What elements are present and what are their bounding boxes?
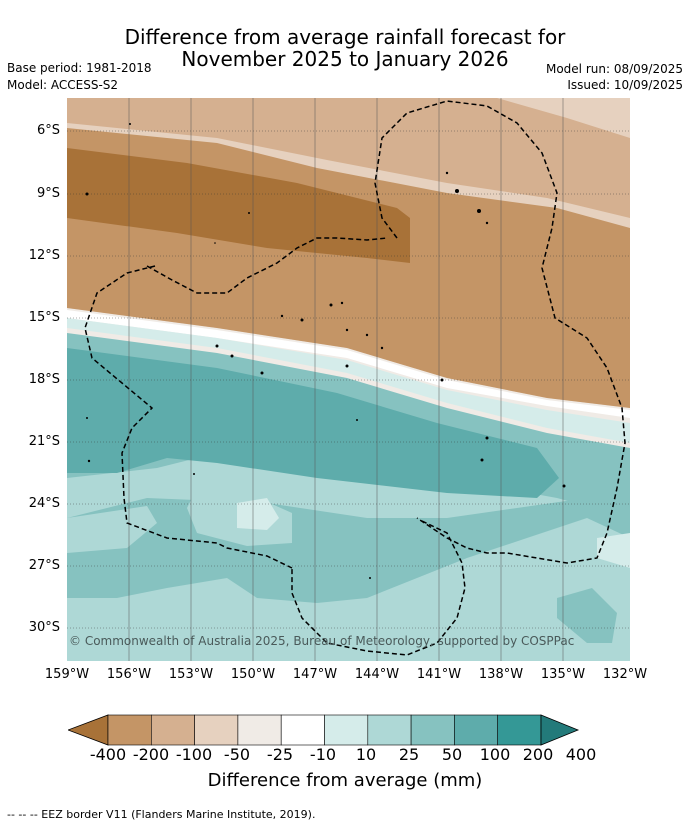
- eez-border-north: [146, 237, 388, 294]
- lat-label: 30°S: [28, 620, 60, 635]
- lon-label: 144°W: [354, 667, 400, 682]
- band-minus-200: [67, 148, 410, 263]
- band-plus-25: [67, 318, 630, 443]
- colorbar: [68, 714, 580, 746]
- colorbar-tick-label: -400: [89, 745, 127, 764]
- lat-label: 18°S: [28, 372, 60, 387]
- colorbar-tick-label: -200: [132, 745, 170, 764]
- model-run-label: Model run: 08/09/2025: [545, 62, 683, 76]
- islands: [85, 123, 566, 579]
- colorbar-tick-label: 200: [522, 745, 554, 764]
- copyright-notice: © Commonwealth of Australia 2025, Bureau…: [69, 634, 575, 648]
- colorbar-tick-label: 25: [398, 745, 420, 764]
- eez-border-cook-islands: [84, 265, 293, 569]
- eez-legend-note: -- -- -- EEZ border V11 (Flanders Marine…: [7, 808, 316, 821]
- colorbar-tick-label: 50: [441, 745, 463, 764]
- band-minus-100b: [67, 98, 630, 218]
- colorbar-segment: [497, 714, 542, 746]
- lat-label: 15°S: [28, 310, 60, 325]
- lon-label: 147°W: [292, 667, 338, 682]
- colorbar-segment: [107, 714, 152, 746]
- lighter-patch-central: [237, 498, 279, 530]
- eez-border-french-polynesia: [374, 100, 626, 564]
- map-title-line-2: November 2025 to January 2026: [181, 47, 509, 71]
- rainfall-map: [67, 98, 630, 661]
- issued-label: Issued: 10/09/2025: [567, 78, 683, 92]
- colorbar-extend-high: [540, 714, 580, 746]
- colorbar-segment: [237, 714, 282, 746]
- band-plus-200: [67, 348, 559, 498]
- meridians: [128, 98, 564, 661]
- colorbar-segment: [367, 714, 412, 746]
- band-plus-10: [67, 310, 630, 418]
- lon-label: 141°W: [416, 667, 462, 682]
- map-title-line-1: Difference from average rainfall forecas…: [124, 25, 566, 49]
- lat-label: 12°S: [28, 248, 60, 263]
- model-label: Model: ACCESS-S2: [7, 78, 119, 92]
- wet-patch-east: [557, 588, 617, 643]
- colorbar-tick-label: -25: [266, 745, 294, 764]
- light-patch-southwest: [67, 506, 157, 553]
- colorbar-title: Difference from average (mm): [207, 770, 483, 791]
- colorbar-segment: [454, 714, 498, 746]
- light-patch-east: [597, 533, 630, 568]
- lon-label: 153°W: [168, 667, 214, 682]
- colorbar-tick-label: -100: [175, 745, 213, 764]
- lon-label: 138°W: [478, 667, 524, 682]
- lat-label: 27°S: [28, 558, 60, 573]
- base-period-label: Base period: 1981-2018: [7, 61, 152, 75]
- colorbar-tick-label: -50: [223, 745, 251, 764]
- colorbar-segment: [151, 714, 195, 746]
- colorbar-tick-label: 100: [479, 745, 511, 764]
- colorbar-segment: [280, 714, 325, 746]
- colorbar-segment: [410, 714, 455, 746]
- colorbar-tick-label: -10: [309, 745, 337, 764]
- lon-label: 132°W: [602, 667, 648, 682]
- colorbar-extend-low: [68, 714, 109, 746]
- lon-label: 156°W: [106, 667, 152, 682]
- lat-label: 24°S: [28, 496, 60, 511]
- lat-label: 21°S: [28, 434, 60, 449]
- lat-label: 9°S: [36, 186, 60, 201]
- colorbar-segment: [194, 714, 239, 746]
- lon-label: 159°W: [44, 667, 90, 682]
- colorbar-tick-label: 400: [565, 745, 597, 764]
- colorbar-segment: [324, 714, 369, 746]
- graticule: [67, 130, 630, 629]
- lat-label: 6°S: [36, 123, 60, 138]
- lon-label: 135°W: [540, 667, 586, 682]
- colorbar-tick-label: 10: [355, 745, 377, 764]
- lon-label: 150°W: [230, 667, 276, 682]
